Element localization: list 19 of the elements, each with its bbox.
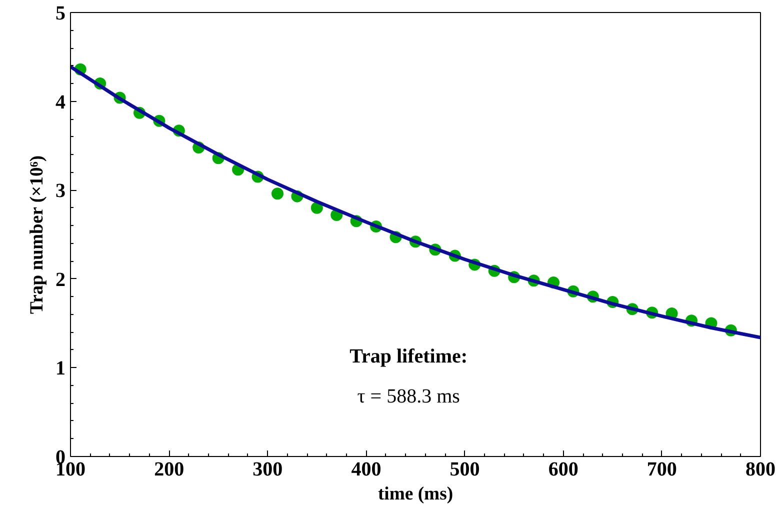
y-tick-label: 2 bbox=[56, 268, 66, 291]
x-tick-label: 600 bbox=[548, 458, 578, 480]
line-series bbox=[70, 64, 760, 340]
annotation: Trap lifetime: bbox=[350, 346, 468, 368]
x-tick-label: 700 bbox=[646, 458, 677, 480]
y-tick-label: 4 bbox=[56, 91, 66, 114]
point bbox=[310, 202, 323, 214]
x-tick-label: 300 bbox=[252, 458, 283, 480]
x-tick-label: 400 bbox=[351, 458, 382, 480]
x-axis-title: time (ms) bbox=[378, 484, 454, 504]
y-tick-label: 3 bbox=[56, 180, 66, 202]
x-tick-label: 500 bbox=[450, 458, 480, 480]
y-tick-label: 1 bbox=[56, 358, 66, 380]
x-tick-label: 200 bbox=[154, 458, 184, 480]
x-tick-label: 800 bbox=[746, 458, 776, 480]
y-axis-title: Trap number (×10⁶) bbox=[26, 155, 48, 314]
annotation: τ = 588.3 ms bbox=[357, 386, 460, 408]
y-tick-label: 5 bbox=[56, 2, 66, 24]
point bbox=[272, 188, 284, 200]
